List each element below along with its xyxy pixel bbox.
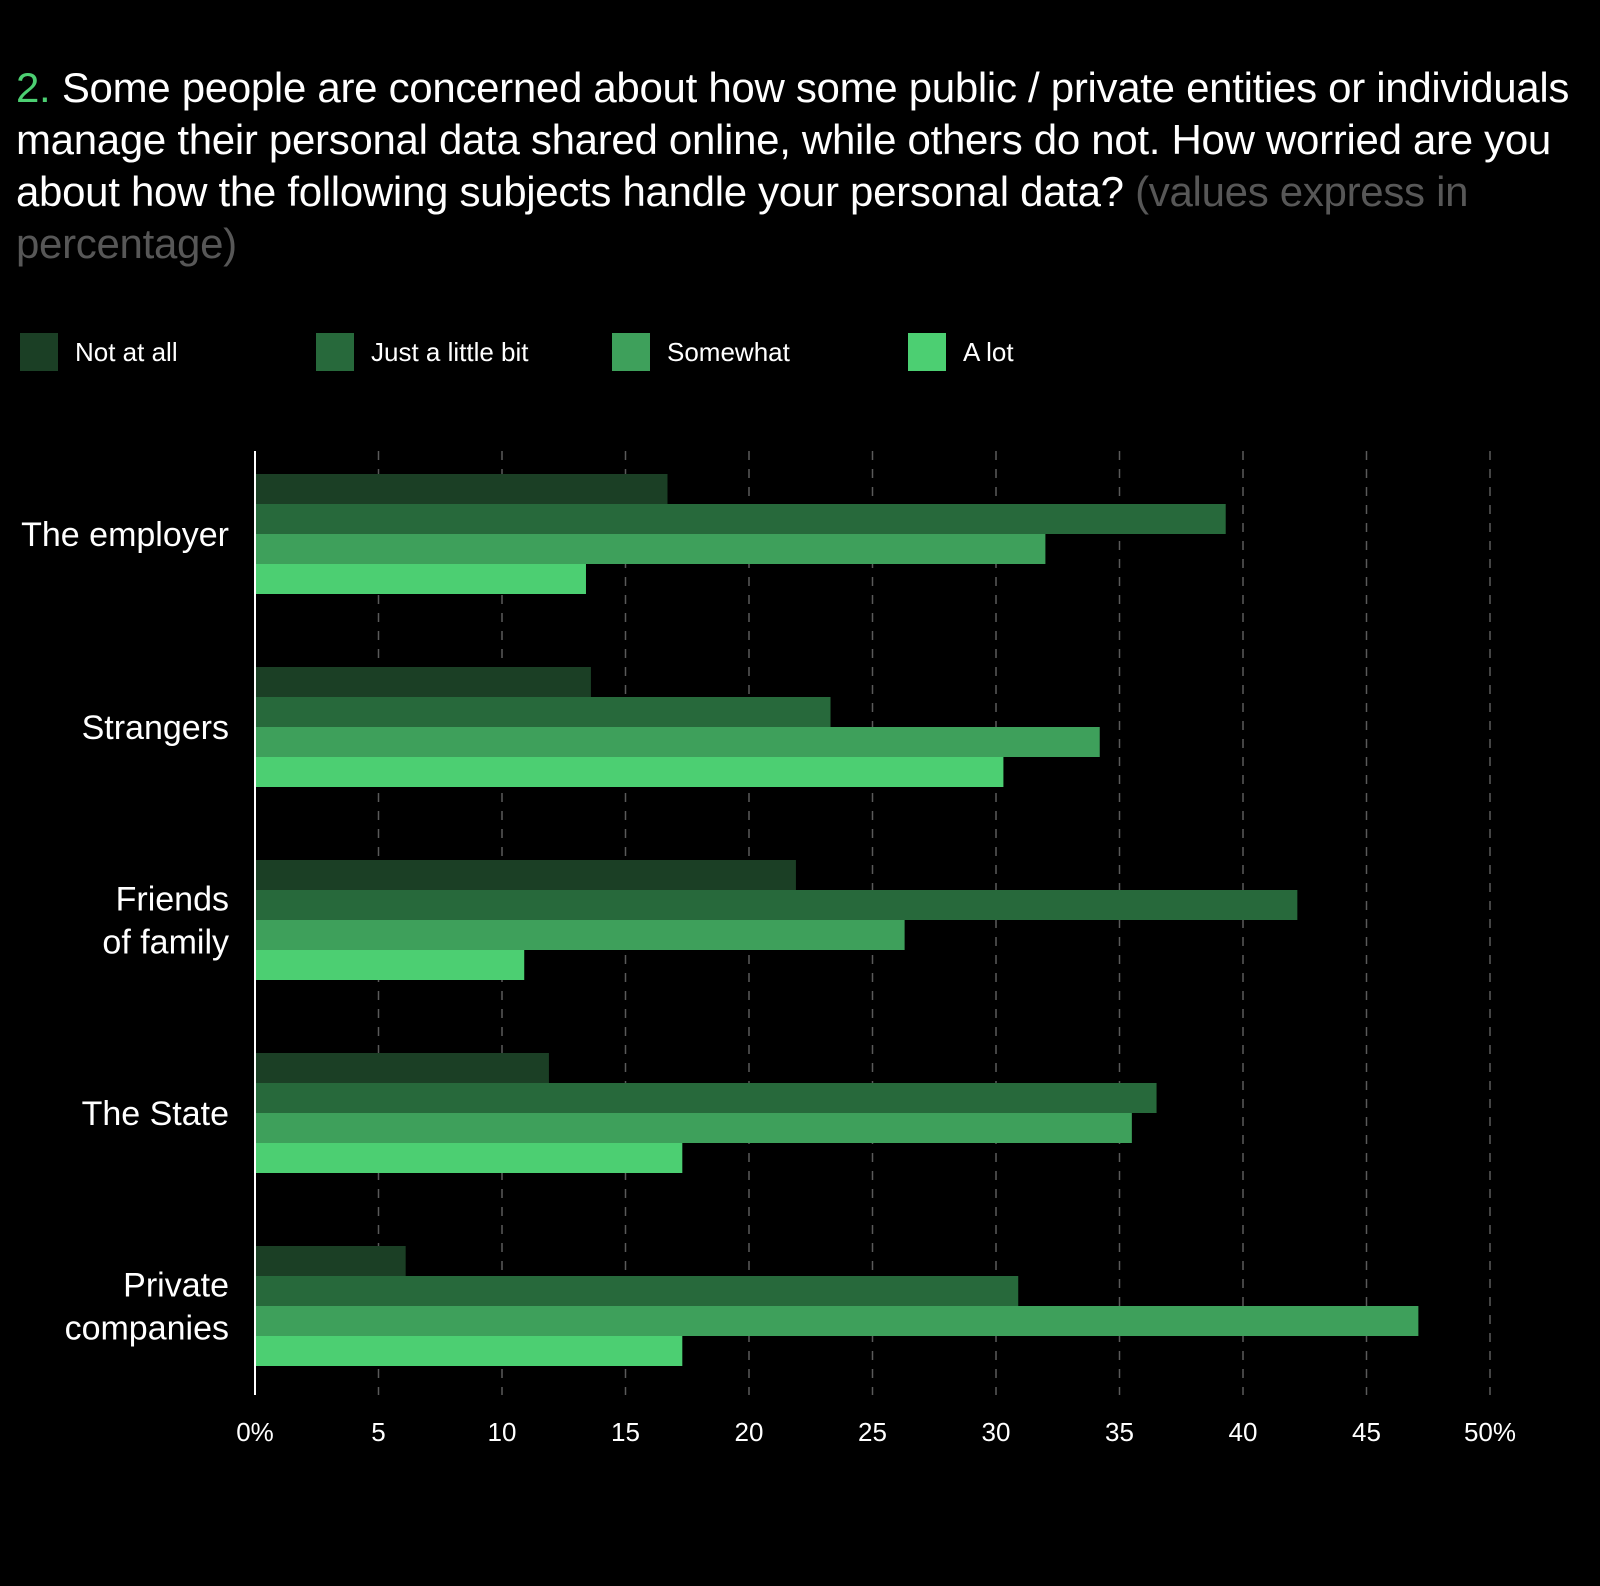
bar — [256, 757, 1004, 787]
legend-label: Just a little bit — [371, 336, 529, 367]
category-label: Friends — [116, 881, 229, 919]
legend-swatch — [316, 333, 354, 371]
legend-label: A lot — [963, 336, 1014, 367]
legend-label: Not at all — [75, 336, 178, 367]
x-tick-label: 20 — [735, 1417, 764, 1447]
x-tick-label: 30 — [982, 1417, 1011, 1447]
x-tick-label: 45 — [1352, 1417, 1381, 1447]
bar — [256, 1336, 683, 1366]
bar — [256, 1053, 549, 1083]
bar — [256, 1306, 1419, 1336]
legend-item: Not at all — [20, 333, 178, 371]
x-tick-label: 25 — [858, 1417, 887, 1447]
x-tick-label: 35 — [1105, 1417, 1134, 1447]
x-tick-label: 0% — [236, 1417, 274, 1447]
chart-title: 2. Some people are concerned about how s… — [16, 62, 1576, 270]
x-tick-label: 40 — [1229, 1417, 1258, 1447]
legend-swatch — [20, 333, 58, 371]
category-label: Private — [123, 1267, 229, 1305]
bar — [256, 860, 796, 890]
title-note: (values express in percentage) — [16, 168, 1469, 267]
bar — [256, 667, 591, 697]
question-number: 2. — [16, 64, 51, 111]
legend-item: Just a little bit — [316, 333, 529, 371]
legend-label: Somewhat — [667, 336, 790, 367]
bar — [256, 504, 1226, 534]
bar — [256, 890, 1298, 920]
category-labels: The employer Strangers Friends of family The… — [21, 516, 229, 1348]
legend: Not at all Just a little bit Somewhat A lot — [20, 333, 1120, 373]
x-tick-labels: 0% 5 10 15 20 25 30 35 40 45 50% — [236, 1417, 1516, 1447]
x-tick-label: 15 — [611, 1417, 640, 1447]
category-label: The employer — [21, 516, 229, 554]
bar — [256, 564, 586, 594]
legend-swatch — [908, 333, 946, 371]
x-tick-label: 10 — [488, 1417, 517, 1447]
category-label: The State — [82, 1095, 229, 1133]
legend-item: A lot — [908, 333, 1014, 371]
category-label: of family — [102, 924, 229, 962]
question-text: Some people are concerned about how some… — [16, 64, 1570, 215]
bar — [256, 1276, 1019, 1306]
category-label: Strangers — [82, 709, 229, 747]
bar — [256, 920, 905, 950]
legend-item: Somewhat — [612, 333, 790, 371]
bar — [256, 474, 668, 504]
category-label: companies — [65, 1310, 229, 1348]
bar — [256, 1143, 683, 1173]
bars — [256, 474, 1419, 1366]
bar — [256, 950, 525, 980]
bar — [256, 727, 1100, 757]
bar — [256, 697, 831, 727]
x-tick-label: 5 — [371, 1417, 385, 1447]
x-tick-label: 50% — [1464, 1417, 1516, 1447]
bar — [256, 1113, 1132, 1143]
legend-swatch — [612, 333, 650, 371]
bar — [256, 534, 1046, 564]
bar — [256, 1083, 1157, 1113]
bar — [256, 1246, 406, 1276]
